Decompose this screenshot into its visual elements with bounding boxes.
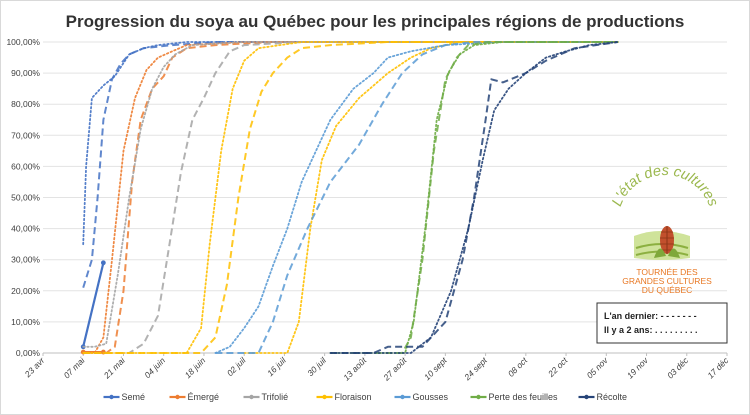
legend-entry: Gousses bbox=[413, 392, 449, 402]
note-line-2: Il y a 2 ans: . . . . . . . . . bbox=[604, 325, 698, 335]
series-line bbox=[83, 41, 618, 354]
legend-marker bbox=[109, 394, 114, 400]
logo-line-1: TOURNÉE DES bbox=[636, 267, 698, 277]
legend-marker bbox=[584, 394, 589, 400]
series-lines bbox=[80, 41, 619, 355]
series-line bbox=[82, 262, 105, 348]
y-tick-label: 30,00% bbox=[11, 255, 40, 265]
legend-marker bbox=[175, 394, 180, 400]
data-point bbox=[100, 260, 106, 266]
logo-line-3: DU QUÉBEC bbox=[642, 285, 693, 295]
legend-entry: Perte des feuilles bbox=[489, 392, 559, 402]
y-tick-label: 50,00% bbox=[11, 193, 40, 203]
legend-marker bbox=[322, 394, 327, 400]
series-line bbox=[82, 41, 619, 354]
y-tick-label: 80,00% bbox=[11, 99, 40, 109]
legend-entry: Émergé bbox=[188, 392, 220, 402]
y-axis-ticks: 0,00% 10,00% 20,00% 30,00% 40,00% 50,00% 60,00… bbox=[6, 37, 40, 358]
y-tick-label: 70,00% bbox=[11, 130, 40, 140]
y-tick-label: 90,00% bbox=[11, 68, 40, 78]
y-tick-label: 20,00% bbox=[11, 286, 40, 296]
chart-title: Progression du soya au Québec pour les p… bbox=[66, 12, 685, 31]
y-tick-label: 40,00% bbox=[11, 224, 40, 234]
logo-line-2: GRANDES CULTURES bbox=[622, 276, 712, 286]
note-box: L'an dernier: - - - - - - - Il y a 2 ans… bbox=[596, 302, 728, 344]
y-tick-label: 60,00% bbox=[11, 161, 40, 171]
series-line bbox=[329, 41, 619, 354]
legend-entry: Trifolié bbox=[262, 392, 289, 402]
series-line bbox=[82, 41, 618, 288]
note-line-1: L'an dernier: - - - - - - - bbox=[604, 311, 697, 321]
legend-marker bbox=[400, 394, 405, 400]
series-line bbox=[214, 41, 619, 354]
legend-entry: Récolte bbox=[597, 392, 628, 402]
legend-marker bbox=[249, 394, 254, 400]
series-line bbox=[330, 41, 618, 354]
legend-marker bbox=[476, 394, 481, 400]
legend-entry: Floraison bbox=[335, 392, 372, 402]
y-tick-label: 0,00% bbox=[16, 348, 41, 358]
y-tick-label: 10,00% bbox=[11, 317, 40, 327]
series-line bbox=[82, 41, 619, 246]
series-line bbox=[83, 41, 618, 354]
y-tick-label: 100,00% bbox=[6, 37, 40, 47]
series-line bbox=[82, 41, 619, 348]
legend-entry: Semé bbox=[122, 392, 146, 402]
series-line bbox=[83, 41, 618, 354]
logo-emblem bbox=[634, 226, 690, 260]
series-line bbox=[329, 41, 619, 354]
legend: Semé Émergé Trifolié Floraison Gousses Perte … bbox=[103, 392, 628, 402]
